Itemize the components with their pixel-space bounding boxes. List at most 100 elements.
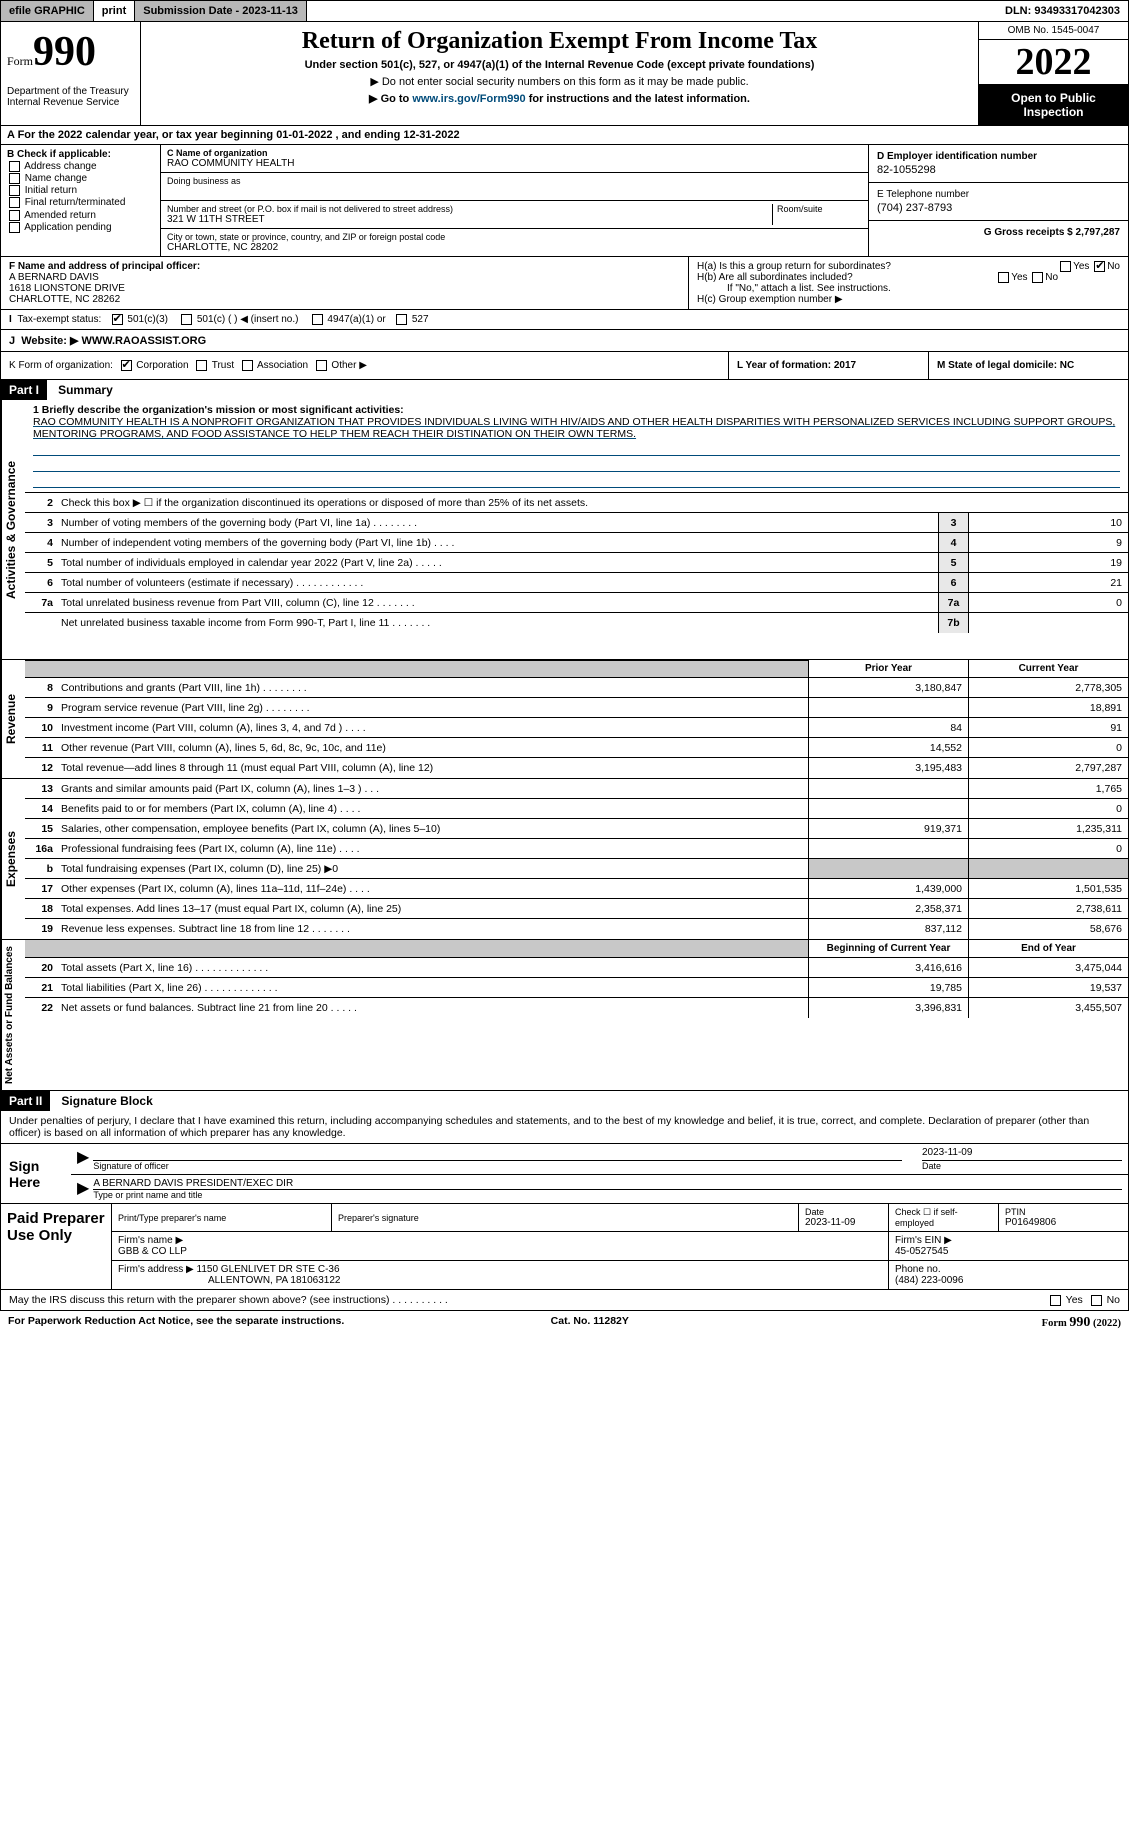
pra-notice: For Paperwork Reduction Act Notice, see … — [8, 1315, 344, 1331]
irs-link[interactable]: www.irs.gov/Form990 — [412, 93, 525, 105]
part1-header: Part I — [1, 380, 47, 400]
cb-corporation[interactable] — [121, 360, 132, 371]
data-line: 13Grants and similar amounts paid (Part … — [25, 779, 1128, 799]
cb-initial-return[interactable]: Initial return — [7, 185, 154, 196]
room-label: Room/suite — [777, 204, 862, 214]
section-f-h: F Name and address of principal officer:… — [0, 257, 1129, 310]
cb-other[interactable] — [316, 360, 327, 371]
data-line: 16aProfessional fundraising fees (Part I… — [25, 839, 1128, 859]
part1-expenses: Expenses 13Grants and similar amounts pa… — [0, 779, 1129, 940]
addr-label: Number and street (or P.O. box if mail i… — [167, 204, 772, 214]
part1-title: Summary — [50, 380, 121, 400]
hb-line: H(b) Are all subordinates included? Yes … — [697, 272, 1120, 283]
phone-value: (704) 237-8793 — [877, 202, 1120, 214]
cb-name-change[interactable]: Name change — [7, 173, 154, 184]
cb-amended[interactable]: Amended return — [7, 210, 154, 221]
form-title: Return of Organization Exempt From Incom… — [151, 28, 968, 55]
cb-association[interactable] — [242, 360, 253, 371]
firm-ein: 45-0527545 — [895, 1246, 1122, 1257]
form-footer: Form 990 (2022) — [1042, 1315, 1121, 1331]
subtitle-1: Under section 501(c), 527, or 4947(a)(1)… — [151, 59, 968, 71]
vlabel-expenses: Expenses — [1, 779, 25, 939]
data-line: 11Other revenue (Part VIII, column (A), … — [25, 738, 1128, 758]
submission-date: Submission Date - 2023-11-13 — [135, 1, 307, 21]
year-formation: L Year of formation: 2017 — [728, 352, 928, 379]
cat-no: Cat. No. 11282Y — [551, 1315, 629, 1331]
cb-501c3[interactable] — [112, 314, 123, 325]
form-number: Form990 — [7, 28, 134, 76]
col-begin: Beginning of Current Year — [808, 940, 968, 957]
e-label: E Telephone number — [877, 189, 1120, 200]
may-irs-row: May the IRS discuss this return with the… — [0, 1290, 1129, 1311]
dept-treasury: Department of the Treasury Internal Reve… — [7, 86, 134, 108]
cb-trust[interactable] — [196, 360, 207, 371]
print-button[interactable]: print — [94, 1, 135, 21]
row-a: A For the 2022 calendar year, or tax yea… — [0, 126, 1129, 145]
col-current: Current Year — [968, 660, 1128, 677]
vlabel-governance: Activities & Governance — [1, 400, 25, 659]
cb-final-return[interactable]: Final return/terminated — [7, 197, 154, 208]
ein-value: 82-1055298 — [877, 164, 1120, 176]
firm-addr1: 1150 GLENLIVET DR STE C-36 — [197, 1264, 340, 1275]
mission-text: RAO COMMUNITY HEALTH IS A NONPROFIT ORGA… — [33, 416, 1120, 440]
declaration-text: Under penalties of perjury, I declare th… — [1, 1111, 1128, 1143]
d-label: D Employer identification number — [877, 151, 1120, 162]
form-header: Form990 Department of the Treasury Inter… — [0, 22, 1129, 126]
vlabel-net: Net Assets or Fund Balances — [1, 940, 25, 1090]
data-line: 18Total expenses. Add lines 13–17 (must … — [25, 899, 1128, 919]
cb-may-no[interactable] — [1091, 1295, 1102, 1306]
cb-4947[interactable] — [312, 314, 323, 325]
data-line: 8Contributions and grants (Part VIII, li… — [25, 678, 1128, 698]
subtitle-3: ▶ Go to www.irs.gov/Form990 for instruct… — [151, 92, 968, 105]
org-name: RAO COMMUNITY HEALTH — [167, 158, 862, 169]
part1-governance: Activities & Governance 1 Briefly descri… — [0, 400, 1129, 660]
website-row: J Website: ▶ WWW.RAOASSIST.ORG — [0, 330, 1129, 352]
data-line: 19Revenue less expenses. Subtract line 1… — [25, 919, 1128, 939]
efile-label: efile GRAPHIC — [1, 1, 94, 21]
gov-line: 6Total number of volunteers (estimate if… — [25, 573, 1128, 593]
data-line: 17Other expenses (Part IX, column (A), l… — [25, 879, 1128, 899]
cb-527[interactable] — [396, 314, 407, 325]
paid-preparer-label: Paid Preparer Use Only — [1, 1204, 111, 1289]
b-header: B Check if applicable: — [7, 149, 154, 160]
cb-address-change[interactable]: Address change — [7, 161, 154, 172]
subtitle-2: ▶ Do not enter social security numbers o… — [151, 75, 968, 88]
col-prior: Prior Year — [808, 660, 968, 677]
signature-block: Under penalties of perjury, I declare th… — [0, 1111, 1129, 1290]
gov-line: 5Total number of individuals employed in… — [25, 553, 1128, 573]
officer-addr1: 1618 LIONSTONE DRIVE — [9, 283, 680, 294]
cb-501c[interactable] — [181, 314, 192, 325]
state-domicile: M State of legal domicile: NC — [928, 352, 1128, 379]
f-label: F Name and address of principal officer: — [9, 261, 680, 272]
website-url[interactable]: WWW.RAOASSIST.ORG — [78, 335, 206, 347]
dln-label: DLN: 93493317042303 — [997, 1, 1128, 21]
sig-officer-label: Signature of officer — [93, 1161, 902, 1171]
ptin-value: P01649806 — [1005, 1217, 1122, 1228]
part2-header: Part II — [1, 1091, 50, 1111]
data-line: 15Salaries, other compensation, employee… — [25, 819, 1128, 839]
officer-printed-name: A BERNARD DAVIS PRESIDENT/EXEC DIR — [93, 1178, 1122, 1190]
cb-may-yes[interactable] — [1050, 1295, 1061, 1306]
top-bar: efile GRAPHIC print Submission Date - 20… — [0, 0, 1129, 22]
data-line: 21Total liabilities (Part X, line 26) . … — [25, 978, 1128, 998]
open-public: Open to Public Inspection — [979, 85, 1128, 125]
g-gross-receipts: G Gross receipts $ 2,797,287 — [877, 227, 1120, 238]
data-line: 9Program service revenue (Part VIII, lin… — [25, 698, 1128, 718]
c-label: C Name of organization — [167, 148, 862, 158]
cb-app-pending[interactable]: Application pending — [7, 222, 154, 233]
vlabel-revenue: Revenue — [1, 660, 25, 778]
sig-date: 2023-11-09 — [922, 1147, 1122, 1161]
section-b-to-g: B Check if applicable: Address change Na… — [0, 145, 1129, 257]
data-line: bTotal fundraising expenses (Part IX, co… — [25, 859, 1128, 879]
firm-phone: (484) 223-0096 — [895, 1275, 1122, 1286]
gov-line: 4Number of independent voting members of… — [25, 533, 1128, 553]
firm-name: GBB & CO LLP — [118, 1246, 882, 1257]
dba-label: Doing business as — [167, 176, 862, 186]
city-label: City or town, state or province, country… — [167, 232, 862, 242]
gov-line: Net unrelated business taxable income fr… — [25, 613, 1128, 633]
city-state-zip: CHARLOTTE, NC 28202 — [167, 242, 862, 253]
ha-line: H(a) Is this a group return for subordin… — [697, 261, 1120, 272]
gov-line: 7aTotal unrelated business revenue from … — [25, 593, 1128, 613]
part1-netassets: Net Assets or Fund Balances Beginning of… — [0, 940, 1129, 1091]
tax-exempt-row: I Tax-exempt status: 501(c)(3) 501(c) ( … — [0, 310, 1129, 330]
